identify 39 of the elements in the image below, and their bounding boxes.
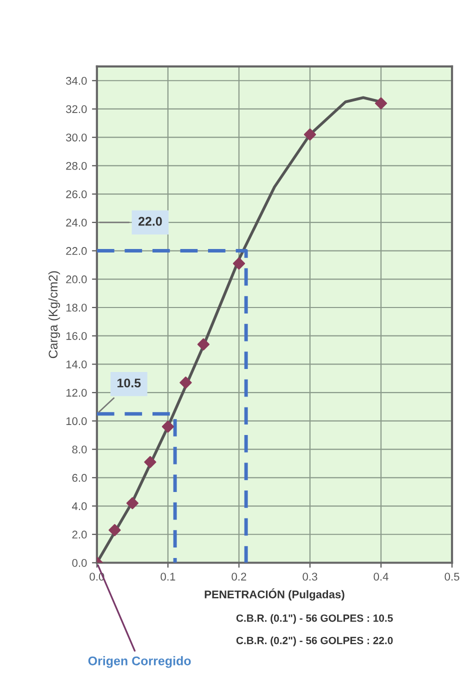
y-tick-label: 8.0 [72,446,87,454]
y-tick-label: 30.0 [66,134,87,142]
x-tick-label: 0.2 [232,572,246,581]
x-axis-title: PENETRACIÓN (Pulgadas) [204,588,344,601]
point [304,128,316,141]
y-tick-label: 6.0 [72,474,87,482]
point [108,524,121,536]
y-tick-label: 18.0 [66,304,87,312]
y-tick-label: 14.0 [66,360,87,368]
y-tick-label: 16.0 [66,332,87,340]
point [180,376,192,389]
y-tick-label: 10.0 [66,417,87,426]
point [374,97,388,110]
x-tick-label: 0.1 [160,572,176,581]
y-tick-label: 12.0 [66,388,87,397]
text: C.B.R. (0.2") - 56 GOLPES : 22.0 [236,636,393,646]
y-tick-label: 28.0 [66,162,87,170]
y-tick-label: 32.0 [66,105,87,114]
x-tick-label: 0.4 [374,572,388,581]
point [126,497,139,510]
y-tick-label: 2.0 [72,530,87,539]
point [232,257,246,270]
y-tick-label: 22.0 [66,247,87,255]
y-tick-label: 34.0 [66,76,87,85]
x-tick-label: 0.5 [444,572,460,581]
y-axis-title: Carga (Kg/cm2) [48,271,60,358]
text: C.B.R. (0.1") - 56 GOLPES : 10.5 [236,614,393,624]
text: Origen Corregido [88,656,191,668]
y-tick-label: 0.0 [72,559,87,567]
y-tick-label: 20.0 [66,275,87,284]
y-tick-label: 26.0 [66,190,87,198]
point [144,456,156,468]
annotation: 22.0 [138,216,162,226]
x-tick-label: 0.3 [302,572,318,581]
point [197,338,210,350]
y-tick-label: 4.0 [72,502,87,510]
annotation: 10.5 [118,378,141,388]
y-tick-label: 24.0 [66,218,87,227]
point [162,420,174,433]
